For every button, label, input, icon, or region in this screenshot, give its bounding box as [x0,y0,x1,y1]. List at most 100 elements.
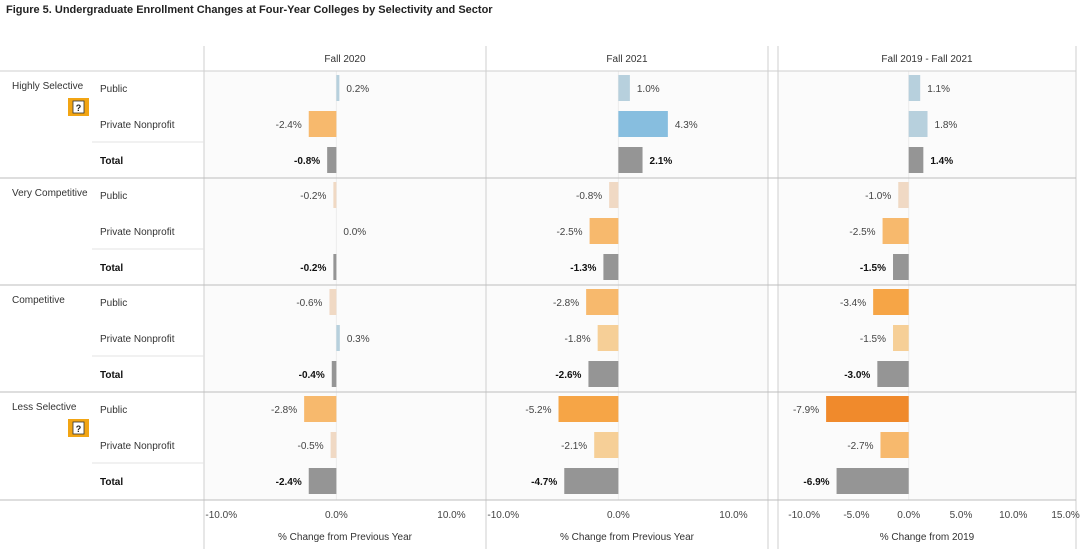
bar [618,111,668,137]
info-badge-icon-inner [72,421,85,435]
data-label: -0.2% [300,191,326,202]
data-label: 2.1% [650,156,673,167]
tick-label: -10.0% [205,510,237,521]
data-label: -0.5% [297,441,323,452]
bar [882,218,909,244]
bar [329,289,337,315]
row-label: Public [100,84,127,95]
data-label: -3.0% [844,370,870,381]
data-label: 1.8% [935,120,958,131]
data-label: -2.5% [849,227,875,238]
data-label: -5.2% [525,405,551,416]
panel-title: Fall 2020 [324,54,366,65]
tick-label: -5.0% [843,510,869,521]
bar [893,254,909,280]
row-label: Public [100,191,127,202]
x-axis-title: % Change from 2019 [880,532,975,543]
bar [609,182,619,208]
data-label: 1.4% [930,156,953,167]
tick-label: 10.0% [437,510,465,521]
data-label: -2.8% [271,405,297,416]
bar [908,147,924,173]
row-label: Total [100,477,123,488]
panel-title: Fall 2019 - Fall 2021 [881,54,973,65]
data-label: -0.4% [299,370,325,381]
data-label: -1.5% [860,263,886,274]
row-label: Private Nonprofit [100,334,175,345]
group-label: Less Selective [12,402,77,413]
data-label: -0.8% [576,191,602,202]
info-badge-icon-text: ? [76,103,82,113]
data-label: -2.8% [553,298,579,309]
bar [336,75,340,101]
bar [908,111,928,137]
bar [308,111,337,137]
row-label: Total [100,263,123,274]
tick-label: 10.0% [719,510,747,521]
data-label: 4.3% [675,120,698,131]
row-label: Public [100,405,127,416]
data-label: -2.4% [276,477,302,488]
data-label: 1.0% [637,84,660,95]
bar [336,325,340,351]
bar [586,289,619,315]
panel-title: Fall 2021 [606,54,648,65]
bar [588,361,619,387]
data-label: -1.3% [570,263,596,274]
bar [908,75,921,101]
data-label: -3.4% [840,298,866,309]
chart-title: Figure 5. Undergraduate Enrollment Chang… [6,4,493,16]
x-axis-title: % Change from Previous Year [278,532,413,543]
bar [308,468,337,494]
tick-label: 10.0% [999,510,1027,521]
data-label: -1.8% [565,334,591,345]
tick-label: 0.0% [607,510,630,521]
group-label: Highly Selective [12,81,84,92]
data-label: -1.0% [865,191,891,202]
x-axis-title: % Change from Previous Year [560,532,695,543]
info-badge-icon-inner [72,100,85,114]
tick-label: 0.0% [897,510,920,521]
bar [594,432,619,458]
data-label: -6.9% [803,477,829,488]
data-label: -4.7% [531,477,557,488]
bar [327,147,337,173]
bar [893,325,909,351]
bar [589,218,619,244]
data-label: 0.3% [347,334,370,345]
data-label: -1.5% [860,334,886,345]
data-label: -2.7% [847,441,873,452]
bar [304,396,337,422]
bar [603,254,619,280]
group-label: Very Competitive [12,188,88,199]
bar [618,147,643,173]
group-label: Competitive [12,295,65,306]
row-label: Total [100,370,123,381]
data-label: -0.2% [300,263,326,274]
data-label: 0.2% [346,84,369,95]
row-label: Private Nonprofit [100,120,175,131]
info-badge-icon-text: ? [76,424,82,434]
bar [826,396,909,422]
bar [898,182,909,208]
tick-label: 5.0% [950,510,973,521]
data-label: -2.5% [556,227,582,238]
bar [333,254,337,280]
bar [564,468,619,494]
bar [330,432,337,458]
tick-label: 0.0% [325,510,348,521]
bar [597,325,619,351]
tick-label: -10.0% [788,510,820,521]
tick-label: 15.0% [1051,510,1079,521]
bar [877,361,909,387]
bar [836,468,909,494]
bar [880,432,909,458]
data-label: -2.6% [555,370,581,381]
bar [873,289,909,315]
data-label: -7.9% [793,405,819,416]
data-label: -0.8% [294,156,320,167]
bar [333,182,337,208]
bar [618,75,630,101]
row-label: Public [100,298,127,309]
